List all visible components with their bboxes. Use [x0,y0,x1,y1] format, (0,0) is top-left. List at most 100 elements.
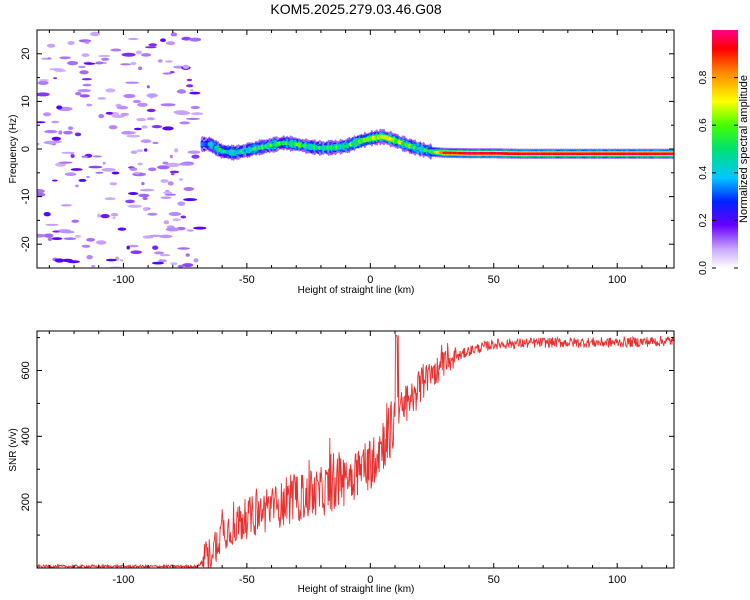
x-tick-label: 50 [488,574,500,586]
colorbar-tick-label: 0.4 [698,165,709,179]
noise-cell [37,142,40,146]
x-tick-label: -100 [112,274,134,286]
noise-cell [130,150,138,154]
noise-cell [119,259,124,262]
x-tick-label: -100 [112,574,134,586]
noise-cell [110,212,119,217]
noise-cell [121,52,136,57]
noise-cell [141,53,152,57]
noise-cell [152,245,159,250]
noise-cell [63,130,73,135]
noise-cell [71,219,80,223]
noise-cell [182,263,194,268]
noise-cell [81,78,92,81]
noise-cell [125,81,139,84]
noise-cell [185,117,201,120]
noise-cell [59,230,75,234]
colorbar: 0.0 0.2 0.4 0.6 0.8 Normalized spectral ampl… [698,30,750,275]
noise-cell [43,112,51,117]
noise-cell [105,88,116,93]
noise-cell [127,244,139,248]
noise-cell [92,155,103,158]
noise-cell [38,79,50,82]
noise-cell [129,167,138,171]
noise-cell [70,168,83,171]
noise-cell [120,63,132,66]
noise-cell [101,57,110,61]
noise-cell [43,212,51,217]
noise-cell [186,78,193,82]
noise-cell [37,92,50,97]
snr-frame [36,330,675,569]
noise-cell [74,235,82,238]
noise-cell [91,264,96,268]
noise-cell [67,41,75,45]
noise-cell [165,227,180,232]
noise-cell [55,162,67,167]
noise-cell [128,192,139,195]
noise-cell [142,196,148,201]
noise-cell [64,172,77,176]
noise-cell [138,66,143,71]
noise-cell [183,187,195,191]
noise-cell [139,188,155,192]
noise-cell [130,250,142,254]
colorbar-tick-label: 0.6 [698,118,709,132]
snr-panel: -100 -50 0 50 100 200 400 600 Height of straigh… [8,330,675,595]
noise-cell [78,178,87,182]
noise-cell [47,57,51,60]
y-tick-label: -10 [20,189,32,205]
noise-cell [79,94,90,98]
noise-cell [117,227,127,231]
noise-cell [44,130,58,134]
y-tick-label: 0 [20,146,32,152]
noise-cell [160,196,172,199]
noise-cell [111,171,120,175]
noise-cell [125,199,135,204]
chart-title: KOM5.2025.279.03.46.G08 [270,1,442,17]
noise-cell [151,261,165,265]
noise-cell [58,130,63,135]
x-tick-label: 0 [367,274,373,286]
noise-cell [144,148,148,152]
noise-cell [100,214,110,219]
noise-cell [157,59,163,63]
noise-cell [189,37,202,42]
snr-xlabel: Height of straight line (km) [298,584,415,595]
noise-cell [120,112,129,116]
noise-cell [53,77,57,80]
noise-cell [135,50,142,55]
noise-cell [109,182,118,186]
noise-cell [146,85,150,89]
noise-cell [157,165,170,170]
noise-cell [95,61,104,65]
noise-cell [172,218,181,222]
noise-cell [183,198,198,202]
noise-cell [54,258,65,263]
noise-cell [98,113,104,119]
y-tick-label: 10 [20,95,32,107]
noise-cell [121,131,135,135]
noise-cell [185,253,190,257]
x-tick-label: -50 [239,574,255,586]
noise-cell [146,93,158,98]
noise-cell [146,108,156,113]
noise-cell [190,89,194,92]
noise-cell [158,259,167,263]
noise-cell [141,125,148,129]
noise-cell [51,136,61,141]
colorbar-gradient [712,30,738,268]
noise-cell [43,233,54,238]
noise-cell [151,125,163,129]
y-tick-label: 400 [20,427,32,445]
noise-cell [61,258,73,263]
noise-cell [180,215,187,219]
noise-cell [67,126,74,130]
noise-cell [86,237,96,242]
noise-cell [169,154,173,159]
noise-cell [82,83,92,87]
noise-cell [95,171,104,174]
noise-cell [127,204,142,208]
noise-cell [148,43,158,47]
